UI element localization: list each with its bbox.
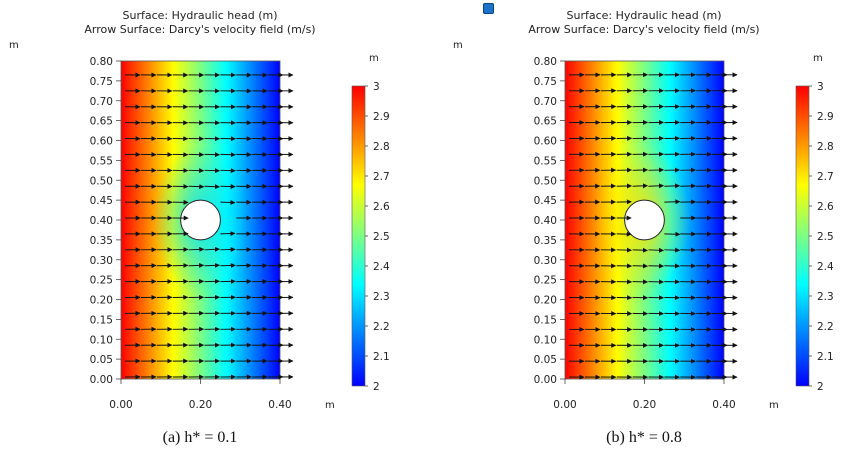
colorbar-tick-label: 2 — [817, 381, 824, 393]
y-tick-label: 0.50 — [90, 175, 113, 187]
y-tick-label: 0.15 — [534, 314, 557, 326]
colorbar-tick-label: 2.2 — [817, 321, 834, 333]
velocity-arrow — [648, 183, 665, 189]
chart-title: Surface: Hydraulic head (m) — [122, 9, 277, 22]
chart-title: Surface: Hydraulic head (m) — [566, 9, 721, 22]
colorbar-tick-label: 2.9 — [817, 111, 834, 123]
y-tick-label: 0.20 — [90, 295, 113, 307]
y-tick-label: 0.60 — [90, 136, 113, 148]
y-tick-label: 0.80 — [90, 56, 113, 68]
y-tick-label: 0.35 — [534, 235, 557, 247]
y-tick-label: 0.50 — [534, 175, 557, 187]
y-tick-label: 0.45 — [90, 195, 113, 207]
colorbar-tick-label: 2.5 — [373, 231, 390, 243]
chart-panel-2: Surface: Hydraulic head (m)Arrow Surface… — [453, 9, 834, 446]
colorbar — [795, 85, 810, 387]
x-axis-label: m — [769, 400, 779, 411]
colorbar-tick-label: 2.3 — [373, 291, 390, 303]
velocity-arrow — [204, 246, 220, 252]
colorbar-tick-label: 2.1 — [817, 351, 834, 363]
figure-caption: (a) h* = 0.1 — [163, 429, 238, 446]
y-tick-label: 0.20 — [534, 295, 557, 307]
y-tick-label: 0.75 — [534, 76, 557, 88]
velocity-arrow — [648, 247, 665, 253]
y-tick-label: 0.25 — [90, 275, 113, 287]
x-tick-label: 0.40 — [712, 399, 735, 411]
colorbar-tick-label: 2.6 — [817, 201, 834, 213]
x-tick-label: 0.20 — [189, 399, 212, 411]
y-tick-label: 0.10 — [90, 334, 113, 346]
chart-subtitle: Arrow Surface: Darcy's velocity field (m… — [528, 23, 759, 36]
y-tick-label: 0.05 — [534, 354, 557, 366]
colorbar-tick-label: 3 — [373, 81, 380, 93]
well-hole — [180, 199, 221, 241]
y-tick-label: 0.15 — [90, 314, 113, 326]
colorbar-tick-label: 2.4 — [373, 261, 390, 273]
y-tick-label: 0.60 — [534, 136, 557, 148]
y-axis-label: m — [453, 40, 463, 51]
y-tick-label: 0.65 — [90, 116, 113, 128]
colorbar-tick-label: 2.8 — [373, 141, 390, 153]
velocity-arrow — [188, 184, 205, 190]
app-icon — [483, 3, 494, 14]
y-tick-label: 0.25 — [534, 275, 557, 287]
velocity-arrow — [664, 199, 681, 205]
x-tick-label: 0.00 — [553, 399, 576, 411]
colorbar-tick-label: 2.7 — [373, 171, 390, 183]
y-tick-label: 0.35 — [90, 235, 113, 247]
y-tick-label: 0.55 — [90, 155, 113, 167]
y-tick-label: 0.45 — [534, 195, 557, 207]
x-axis-label: m — [325, 400, 335, 411]
velocity-arrow — [204, 184, 220, 190]
figure-caption: (b) h* = 0.8 — [606, 429, 682, 446]
colorbar-unit: m — [369, 53, 379, 64]
velocity-arrow — [220, 199, 236, 205]
y-tick-label: 0.30 — [90, 255, 113, 267]
y-axis-label: m — [9, 40, 19, 51]
y-tick-label: 0.75 — [90, 76, 113, 88]
y-tick-label: 0.70 — [534, 96, 557, 108]
velocity-arrow — [632, 183, 648, 189]
colorbar-tick-label: 2.8 — [817, 141, 834, 153]
colorbar-tick-label: 2.9 — [373, 111, 390, 123]
y-tick-label: 0.40 — [534, 215, 557, 227]
velocity-arrow — [632, 247, 648, 253]
velocity-arrow — [188, 246, 205, 252]
colorbar-tick-label: 2.6 — [373, 201, 390, 213]
colorbar-tick-label: 2 — [373, 381, 380, 393]
colorbar-tick-label: 3 — [817, 81, 824, 93]
well-hole — [624, 199, 665, 241]
colorbar-tick-label: 2.3 — [817, 291, 834, 303]
y-tick-label: 0.65 — [534, 116, 557, 128]
x-tick-label: 0.00 — [109, 399, 132, 411]
y-tick-label: 0.80 — [534, 56, 557, 68]
y-tick-label: 0.00 — [90, 374, 113, 386]
x-tick-label: 0.40 — [268, 399, 291, 411]
chart-panel-1: Surface: Hydraulic head (m)Arrow Surface… — [9, 9, 390, 446]
colorbar-tick-label: 2.1 — [373, 351, 390, 363]
colorbar-unit: m — [813, 53, 823, 64]
colorbar-tick-label: 2.7 — [817, 171, 834, 183]
y-tick-label: 0.00 — [534, 374, 557, 386]
y-tick-label: 0.70 — [90, 96, 113, 108]
colorbar — [351, 85, 366, 387]
y-tick-label: 0.40 — [90, 215, 113, 227]
y-tick-label: 0.10 — [534, 334, 557, 346]
y-tick-label: 0.30 — [534, 255, 557, 267]
colorbar-tick-label: 2.5 — [817, 231, 834, 243]
x-tick-label: 0.20 — [633, 399, 656, 411]
colorbar-tick-label: 2.2 — [373, 321, 390, 333]
colorbar-tick-label: 2.4 — [817, 261, 834, 273]
y-tick-label: 0.05 — [90, 354, 113, 366]
y-tick-label: 0.55 — [534, 155, 557, 167]
chart-subtitle: Arrow Surface: Darcy's velocity field (m… — [84, 23, 315, 36]
